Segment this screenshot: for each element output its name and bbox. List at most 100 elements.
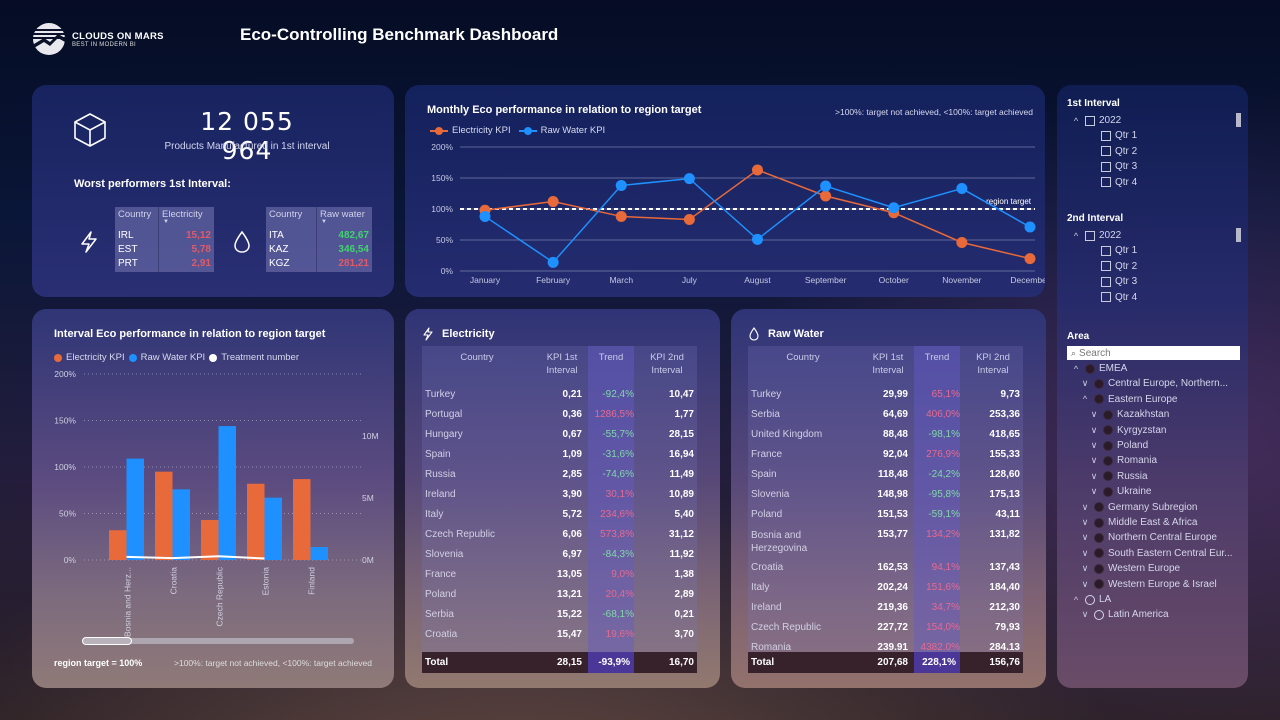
radio-button[interactable] [1094,579,1104,590]
chevron-down-icon[interactable]: ∨ [1090,455,1098,466]
electricity-point[interactable] [683,214,695,226]
table-row[interactable]: Ireland 3,90 30,1% 10,89 [422,489,697,509]
slicer-year-item[interactable]: ^ 2022 [1071,115,1121,126]
table-row[interactable]: Slovenia 6,97 -84,3% 11,92 [422,549,697,569]
radio-button[interactable] [1103,455,1113,466]
electricity-point[interactable] [820,190,832,202]
table-row[interactable]: Poland 13,21 20,4% 2,89 [422,589,697,609]
area-tree-item[interactable]: ∨ South Eastern Central Eur... [1080,548,1233,559]
slicer-2nd-interval-scrollbar[interactable] [1236,228,1241,242]
chevron-up-icon[interactable]: ^ [1073,230,1079,241]
legend-treatment-label[interactable]: Treatment number [221,352,299,363]
chevron-down-icon[interactable]: ∨ [1081,578,1089,589]
checkbox[interactable] [1101,161,1111,172]
legend-water-label[interactable]: Raw Water KPI [540,125,606,136]
water-point[interactable] [547,256,559,268]
electricity-bar[interactable] [155,471,173,560]
chevron-down-icon[interactable]: ∨ [1081,563,1089,574]
radio-button[interactable] [1094,609,1104,620]
table-row[interactable]: Turkey 29,99 65,1% 9,73 [748,389,1023,409]
electricity-point[interactable] [752,164,763,176]
column-header-country[interactable]: Country [460,352,494,363]
chevron-up-icon[interactable]: ^ [1082,394,1088,405]
chevron-down-icon[interactable]: ∨ [1090,440,1098,450]
column-header-trend[interactable]: Trend [924,352,950,363]
area-tree-item[interactable]: ∨ Russia [1089,471,1148,482]
radio-button[interactable] [1094,532,1104,543]
radio-button[interactable] [1103,409,1113,420]
radio-button[interactable] [1103,440,1113,451]
checkbox[interactable] [1085,230,1095,241]
slicer-quarter-item[interactable]: Qtr 2 [1101,146,1137,157]
chevron-down-icon[interactable]: ∨ [1081,501,1089,512]
chevron-down-icon[interactable]: ∨ [1090,486,1098,497]
slicer-quarter-item[interactable]: Qtr 2 [1101,261,1137,272]
column-header-trend[interactable]: Trend [598,352,624,363]
area-tree-item[interactable]: ∨ Kazakhstan [1089,409,1170,420]
radio-button[interactable] [1094,394,1104,405]
table-row[interactable]: Portugal 0,36 1286,5% 1,77 [422,409,697,429]
table-row[interactable]: France 92,04 276,9% 155,33 [748,449,1023,469]
slicer-1st-interval-scrollbar[interactable] [1236,113,1241,127]
checkbox[interactable] [1101,292,1111,302]
chart-scrollbar-track[interactable] [82,638,354,644]
radio-button[interactable] [1094,502,1104,513]
electricity-bar[interactable] [109,530,127,560]
radio-button[interactable] [1103,471,1113,482]
checkbox[interactable] [1101,245,1111,256]
water-bar[interactable] [172,489,191,560]
chart-scrollbar-thumb[interactable] [82,637,132,645]
chevron-down-icon[interactable]: ∨ [1081,378,1089,389]
area-tree-item[interactable]: ∨ Western Europe & Israel [1080,579,1217,590]
slicer-quarter-item[interactable]: Qtr 4 [1101,292,1137,303]
water-bar[interactable] [218,426,237,560]
column-header-country[interactable]: Country [118,209,152,220]
column-header-kpi-1st[interactable]: KPI 1st Interval [546,352,578,376]
slicer-quarter-item[interactable]: Qtr 4 [1101,177,1137,188]
checkbox[interactable] [1101,261,1111,271]
table-row[interactable]: Poland 151,53 -59,1% 43,11 [748,509,1023,529]
slicer-year-item[interactable]: ^ 2022 [1071,230,1121,241]
table-row[interactable]: Spain 1,09 -31,6% 16,94 [422,449,697,469]
column-header-kpi-1st[interactable]: KPI 1st Interval [872,352,904,376]
area-tree-item[interactable]: ∨ Latin America [1080,609,1169,620]
water-bar[interactable] [126,458,145,560]
table-row[interactable]: Czech Republic 227,72 154,0% 79,93 [748,622,1023,642]
water-point[interactable] [615,179,627,191]
column-header-kpi-2nd[interactable]: KPI 2nd Interval [650,352,684,376]
table-row[interactable]: Italy 5,72 234,6% 5,40 [422,509,697,529]
area-tree-item[interactable]: ∨ Ukraine [1089,486,1152,497]
legend-water-label[interactable]: Raw Water KPI [140,352,206,363]
area-tree-item[interactable]: ∨ Northern Central Europe [1080,532,1217,543]
area-tree-item[interactable]: ^ EMEA [1071,363,1127,374]
legend-electricity-label[interactable]: Electricity KPI [452,125,511,136]
chevron-up-icon[interactable]: ^ [1073,363,1079,374]
area-tree-item[interactable]: ∨ Kyrgyzstan [1089,425,1167,436]
area-tree-item[interactable]: ∨ Middle East & Africa [1080,517,1198,528]
water-point[interactable] [479,210,491,222]
area-tree-item[interactable]: ^ Eastern Europe [1080,394,1178,405]
radio-button[interactable] [1094,548,1104,559]
table-row[interactable]: Croatia 162,53 94,1% 137,43 [748,562,1023,582]
table-row[interactable]: Spain 118,48 -24,2% 128,60 [748,469,1023,489]
slicer-quarter-item[interactable]: Qtr 1 [1101,245,1137,256]
table-row[interactable]: Italy 202,24 151,6% 184,40 [748,582,1023,602]
chevron-down-icon[interactable]: ∨ [1081,532,1089,543]
radio-button[interactable] [1103,425,1113,436]
slicer-quarter-item[interactable]: Qtr 3 [1101,276,1137,287]
electricity-point[interactable] [615,210,627,222]
checkbox[interactable] [1085,115,1095,126]
slicer-quarter-item[interactable]: Qtr 3 [1101,161,1137,172]
water-point[interactable] [888,202,900,214]
checkbox[interactable] [1101,146,1111,156]
radio-button[interactable] [1103,486,1113,497]
radio-button[interactable] [1094,563,1104,574]
water-point[interactable] [820,180,832,192]
radio-button[interactable] [1094,378,1104,389]
area-tree-item[interactable]: ∨ Poland [1089,440,1148,451]
column-header-raw-water[interactable]: Raw water [320,209,365,220]
electricity-point[interactable] [956,236,968,248]
water-point[interactable] [683,173,695,185]
chevron-down-icon[interactable]: ∨ [1081,609,1089,620]
water-point[interactable] [956,183,968,195]
